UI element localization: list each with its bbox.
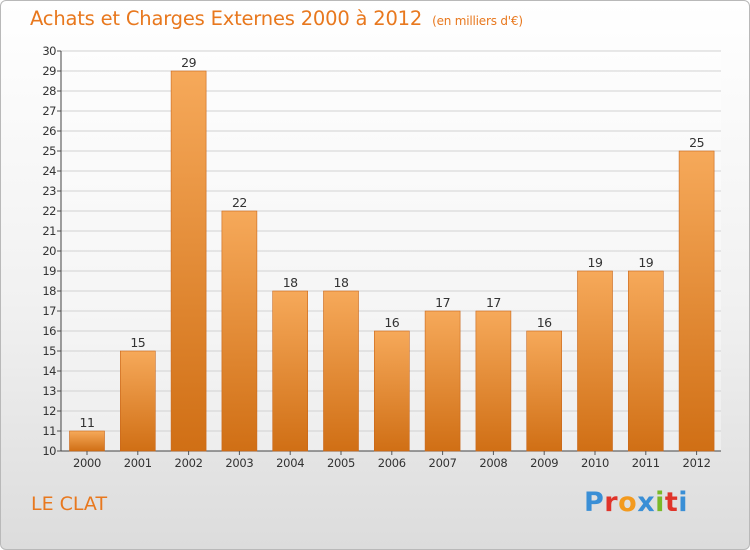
bar-2012 [678,150,715,452]
chart-title: Achats et Charges Externes 2000 à 2012 [30,7,423,30]
bar-2000 [69,430,105,452]
bar-2005 [323,290,359,452]
y-tick-label: 15 [42,344,56,358]
data-label-2009: 16 [537,315,552,330]
x-tick-label-2000: 2000 [73,456,101,470]
y-tick-label: 11 [42,424,56,438]
y-tick-label: 17 [42,304,56,318]
logo-letter: t [664,487,679,518]
data-label-2010: 19 [588,255,603,270]
y-tick-label: 20 [42,244,56,258]
x-tick-label-2005: 2005 [327,456,355,470]
y-tick-label: 26 [42,124,56,138]
y-tick-label: 13 [42,384,56,398]
y-tick-label: 29 [42,64,56,78]
bar-2003 [221,210,258,452]
data-label-2008: 17 [486,295,501,310]
y-tick-label: 18 [42,284,56,298]
x-tick-label-2004: 2004 [276,456,304,470]
y-tick-label: 21 [42,224,56,238]
logo-letter: r [604,487,619,518]
logo-letter: x [637,487,656,518]
x-tick-label-2007: 2007 [429,456,457,470]
chart-title-line: Achats et Charges Externes 2000 à 2012 (e… [30,7,523,30]
y-tick-label: 22 [42,204,56,218]
data-label-2005: 18 [334,275,349,290]
y-tick-label: 28 [42,84,56,98]
y-tick-label: 12 [42,404,56,418]
logo-letter: i [678,487,689,518]
logo-letter: i [655,487,665,518]
data-label-2001: 15 [130,335,145,350]
x-tick-label-2003: 2003 [225,456,253,470]
place-name: LE CLAT [31,493,108,515]
data-label-2003: 22 [232,195,247,210]
bar-2006 [373,330,410,452]
bar-2011 [627,270,664,452]
data-label-2007: 17 [435,295,450,310]
y-tick-label: 16 [42,324,56,338]
data-label-2012: 25 [689,135,704,150]
proxiti-logo: Proxiti [584,487,688,518]
data-label-2004: 18 [283,275,298,290]
bar-2007 [424,310,461,452]
y-tick-label: 19 [42,264,56,278]
data-label-2002: 29 [181,55,196,70]
bar-2004 [272,290,309,452]
data-label-2006: 16 [384,315,399,330]
bar-2009 [526,330,563,452]
unit-note: (en milliers d'€) [432,14,523,28]
y-tick-label: 24 [42,164,56,178]
y-tick-label: 30 [42,44,56,58]
x-tick-label-2011: 2011 [632,456,660,470]
logo-letter: o [618,487,638,518]
y-tick-label: 23 [42,184,56,198]
x-tick-label-2008: 2008 [479,456,507,470]
y-tick-label: 10 [42,444,56,458]
x-tick-label-2012: 2012 [683,456,711,470]
bar-2002 [170,70,207,452]
logo-letter: P [584,487,605,518]
x-tick-label-2002: 2002 [175,456,203,470]
x-tick-label-2006: 2006 [378,456,406,470]
bar-2010 [577,270,613,452]
y-tick-label: 27 [42,104,56,118]
y-tick-label: 14 [42,364,56,378]
x-tick-label-2001: 2001 [124,456,152,470]
data-label-2011: 19 [638,255,653,270]
data-label-2000: 11 [80,415,95,430]
bar-2001 [120,350,156,452]
x-tick-label-2009: 2009 [530,456,558,470]
bar-2008 [475,310,512,452]
x-tick-label-2010: 2010 [581,456,609,470]
y-tick-label: 25 [42,144,56,158]
